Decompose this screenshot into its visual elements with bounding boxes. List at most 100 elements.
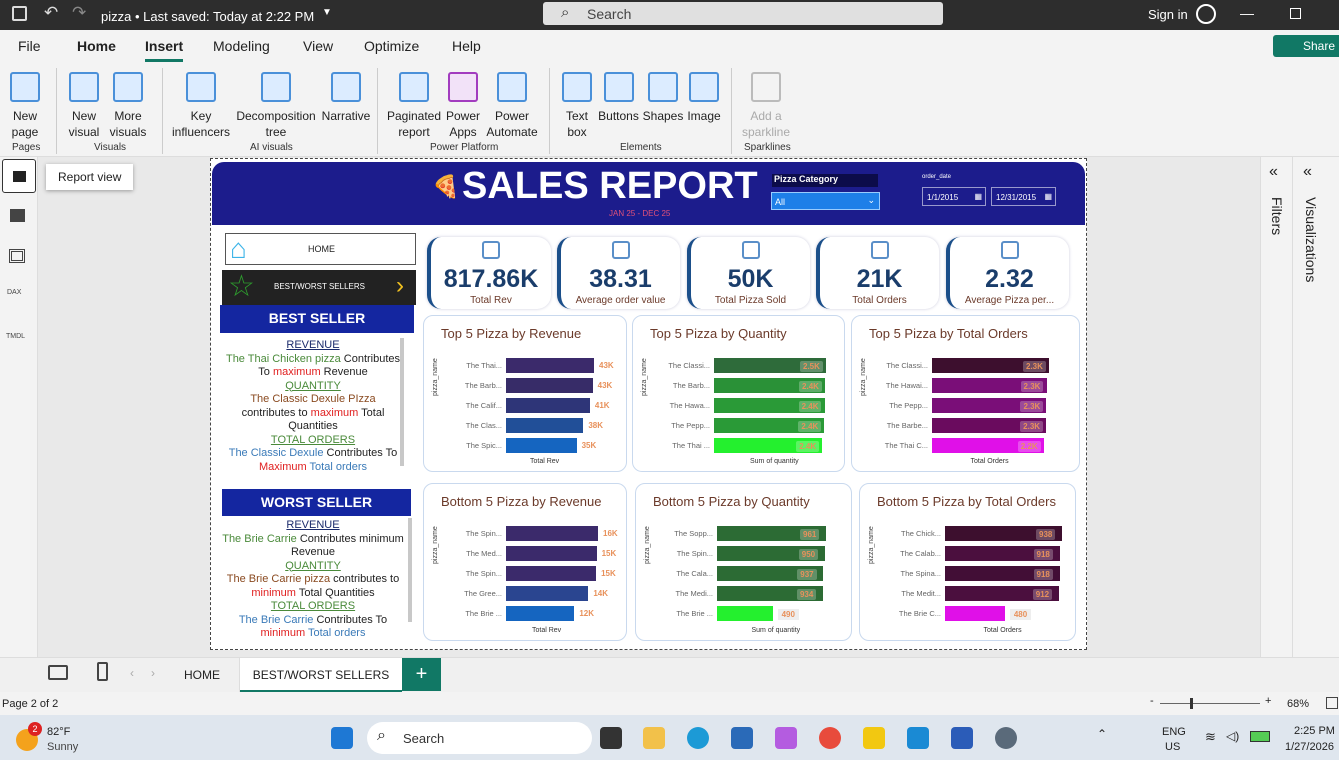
model-view-icon[interactable] [9,249,25,263]
table-view-icon[interactable] [10,209,25,222]
bar[interactable] [714,438,823,453]
clock-date[interactable]: 1/27/2026 [1285,741,1334,753]
task-view-icon[interactable] [600,727,622,749]
filters-label[interactable]: Filters [1269,197,1285,236]
zoom-out-button[interactable]: - [1150,695,1154,707]
zoom-slider[interactable] [1160,698,1260,709]
settings-icon[interactable] [995,727,1017,749]
taskbar-search[interactable]: ⌕ Search [367,722,592,754]
sign-in-link[interactable]: Sign in [1148,7,1188,22]
menu-home[interactable]: Home [77,38,116,54]
bar[interactable] [506,566,597,581]
collapse-icon[interactable]: « [1269,163,1278,180]
best-worst-nav-button[interactable]: ☆ BEST/WORST SELLERS › [222,270,416,305]
bar[interactable] [932,418,1047,433]
account-icon[interactable] [1196,4,1216,24]
desktop-layout-icon[interactable] [48,665,68,680]
home-nav-button[interactable]: ⌂ HOME [225,233,416,265]
fit-page-icon[interactable] [1326,697,1338,709]
bar[interactable] [945,526,1062,541]
power-automate-button[interactable]: Power Automate [484,72,540,140]
start-icon[interactable] [331,727,353,749]
bar[interactable] [506,418,584,433]
store-icon[interactable] [731,727,753,749]
chevron-left-icon[interactable]: ‹ [130,666,134,680]
decomposition-tree-button[interactable]: Decomposition tree [234,72,318,140]
bar[interactable] [945,546,1060,561]
menu-view[interactable]: View [303,38,334,54]
language[interactable]: ENG [1162,726,1186,738]
add-page-button[interactable]: + [402,658,441,691]
bar[interactable] [945,566,1060,581]
bar[interactable] [506,526,598,541]
bar[interactable] [932,378,1047,393]
undo-icon[interactable]: ↶ [44,3,59,22]
restore-icon[interactable] [1290,8,1301,19]
bar[interactable] [932,398,1047,413]
search-box[interactable]: ⌕ Search [543,2,943,25]
edge-icon[interactable] [687,727,709,749]
bar[interactable] [506,546,597,561]
bar[interactable] [506,438,577,453]
collapse-icon[interactable]: « [1303,163,1312,180]
save-icon[interactable] [12,6,27,21]
bar[interactable] [717,606,773,621]
report-view-button[interactable] [2,159,36,193]
minimize-icon[interactable]: — [1240,5,1254,21]
mobile-layout-icon[interactable] [97,662,108,681]
shapes-button[interactable]: Shapes [642,72,684,124]
bar[interactable] [506,606,575,621]
chrome-icon[interactable] [819,727,841,749]
bar[interactable] [717,566,824,581]
bar[interactable] [932,438,1044,453]
dax-view-icon[interactable]: DAX [7,289,22,296]
word-icon[interactable] [951,727,973,749]
new-page-button[interactable]: New page [5,72,45,140]
document-title[interactable]: pizza • Last saved: Today at 2:22 PM [101,9,315,24]
bar[interactable] [506,398,590,413]
new-visual-button[interactable]: New visual [66,72,102,140]
bar[interactable] [714,358,826,373]
pizza-category-dropdown[interactable]: All ⌄ [771,192,880,210]
battery-icon[interactable] [1250,731,1270,742]
key-influencers-button[interactable]: Key influencers [168,72,234,140]
filters-pane[interactable]: « Filters [1260,157,1292,657]
zoom-slider-thumb[interactable] [1190,698,1193,709]
chevron-right-icon[interactable]: › [151,666,155,680]
bar[interactable] [714,418,825,433]
zoom-in-button[interactable]: + [1265,695,1272,707]
bar[interactable] [506,358,594,373]
wifi-icon[interactable]: ≋ [1205,729,1216,744]
file-explorer-icon[interactable] [643,727,665,749]
bar[interactable] [717,526,826,541]
tmdl-view-icon[interactable]: TMDL [6,333,26,340]
visualizations-label[interactable]: Visualizations [1303,197,1319,283]
volume-icon[interactable]: ◁) [1226,729,1240,743]
share-button[interactable]: Share [1273,35,1339,57]
buttons-button[interactable]: Buttons [596,72,641,124]
redo-icon[interactable]: ↷ [72,3,87,22]
bar[interactable] [714,398,825,413]
start-date-input[interactable]: 1/1/2015 ▦ [922,187,986,206]
notepad-icon[interactable] [907,727,929,749]
bar[interactable] [506,378,593,393]
page-tab-best-worst-sellers[interactable]: BEST/WORST SELLERS [240,658,402,693]
chevron-down-icon[interactable]: ▼ [322,7,332,18]
power-bi-icon[interactable] [863,727,885,749]
scrollbar[interactable] [400,338,404,466]
calendar-icon[interactable]: ▦ [974,192,982,201]
clock-time[interactable]: 2:25 PM [1294,725,1335,737]
end-date-input[interactable]: 12/31/2015 ▦ [991,187,1056,206]
chevron-up-icon[interactable]: ⌃ [1097,727,1108,741]
bar[interactable] [932,358,1049,373]
copilot-icon[interactable] [775,727,797,749]
image-button[interactable]: Image [685,72,723,124]
region[interactable]: US [1165,741,1181,753]
text-box-button[interactable]: Text box [561,72,593,140]
bar[interactable] [945,586,1059,601]
menu-optimize[interactable]: Optimize [364,38,420,54]
calendar-icon[interactable]: ▦ [1044,192,1052,201]
bar[interactable] [714,378,826,393]
bar[interactable] [717,546,825,561]
menu-insert[interactable]: Insert [145,38,184,62]
